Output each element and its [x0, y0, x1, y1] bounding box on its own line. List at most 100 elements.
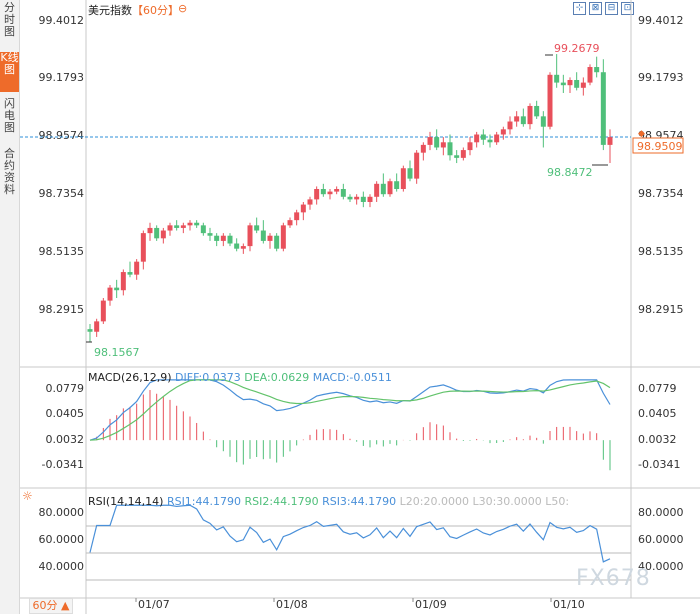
y-tick: 0.0405	[638, 407, 677, 420]
rsi1-value: RSI1:44.1790	[166, 495, 241, 508]
tab-label: 分时图	[4, 1, 15, 38]
collapse-icon[interactable]: ⊖	[178, 2, 188, 15]
y-tick: 60.0000	[638, 533, 684, 546]
period-label: 【60分】	[132, 4, 179, 17]
candle-body	[394, 181, 400, 190]
candle-body	[454, 155, 460, 158]
current-price-label: 98.9509	[637, 140, 683, 153]
candle-body	[347, 196, 353, 200]
y-tick: -0.0341	[42, 458, 84, 471]
candle-body	[247, 225, 253, 247]
y-tick: 98.7354	[638, 187, 684, 200]
tab-time-chart[interactable]: 分时图	[0, 2, 19, 42]
candlestick-series	[87, 54, 613, 343]
candle-body	[287, 220, 293, 226]
candle-body	[500, 129, 506, 135]
x-axis: 01/07 01/08 01/09 01/10	[135, 598, 585, 611]
candle-body	[260, 230, 266, 241]
candle-body	[320, 189, 326, 195]
rsi-legend: RSI(14,14,14) RSI1:44.1790 RSI2:44.1790 …	[88, 495, 569, 508]
candle-body	[147, 227, 153, 234]
tab-flash-chart[interactable]: 闪电图	[0, 98, 19, 138]
candle-body	[507, 121, 513, 130]
zoom-out-icon[interactable]: ⊟	[605, 2, 618, 15]
candle-body	[574, 80, 580, 88]
l30-value: L30:30.0000	[472, 495, 542, 508]
instrument-name: 美元指数	[88, 4, 132, 17]
candle-body	[514, 116, 520, 122]
x-tick: 01/10	[553, 598, 585, 611]
rsi-title: RSI(14,14,14)	[88, 495, 164, 508]
candle-body	[194, 222, 200, 226]
candle-body	[580, 82, 586, 88]
tab-contract-info[interactable]: 合约资料	[0, 148, 19, 202]
l20-value: L20:20.0000	[399, 495, 469, 508]
candle-body	[387, 181, 393, 195]
y-tick: 98.2915	[638, 303, 684, 316]
x-tick: 01/07	[138, 598, 170, 611]
candle-body	[180, 225, 186, 228]
candle-body	[360, 196, 366, 202]
macd-diff-line	[89, 379, 611, 441]
rsi2-value: RSI2:44.1790	[244, 495, 319, 508]
y-tick: 80.0000	[39, 506, 85, 519]
macd-histogram	[96, 389, 611, 471]
candle-body	[220, 235, 226, 241]
candle-body	[467, 142, 473, 151]
crosshair-icon[interactable]: ⊹	[573, 2, 586, 15]
candle-body	[127, 272, 133, 275]
rsi-y-ticks-right: 80.0000 60.0000 40.0000	[638, 506, 684, 573]
price-y-ticks-right: 99.4012 99.1793 98.9574 98.7354 98.5135 …	[638, 14, 684, 316]
y-tick: 40.0000	[39, 560, 85, 573]
candle-body	[300, 204, 306, 213]
macd-macd-value: MACD:-0.0511	[312, 371, 392, 384]
macd-dea-line	[89, 379, 611, 441]
candle-body	[107, 287, 113, 301]
y-tick: 60.0000	[39, 533, 85, 546]
price-y-ticks-left: 99.4012 99.1793 98.9574 98.7354 98.5135 …	[39, 14, 85, 316]
rsi-y-ticks-left: 80.0000 60.0000 40.0000	[39, 506, 85, 573]
candle-body	[554, 74, 560, 83]
macd-dea-value: DEA:0.0629	[244, 371, 310, 384]
period-select[interactable]: 60分 ▲	[29, 598, 73, 614]
zoom-in-icon[interactable]: ⊠	[589, 2, 602, 15]
candle-body	[487, 139, 493, 143]
candle-body	[114, 287, 120, 291]
candle-body	[234, 243, 240, 249]
candle-body	[434, 137, 440, 148]
y-tick: 99.1793	[39, 71, 85, 84]
candle-body	[607, 137, 613, 145]
x-tick: 01/08	[276, 598, 308, 611]
candle-body	[407, 168, 413, 179]
settings-icon[interactable]: ☼	[22, 489, 33, 503]
y-tick: 40.0000	[638, 560, 684, 573]
y-tick: 98.9574	[39, 129, 85, 142]
fullscreen-icon[interactable]: ⊡	[621, 2, 634, 15]
candle-body	[427, 137, 433, 145]
watermark-logo: FX678	[576, 566, 651, 591]
candle-body	[494, 134, 500, 143]
macd-diff-value: DIFF:0.0373	[175, 371, 241, 384]
candle-body	[94, 321, 100, 332]
candle-body	[420, 144, 426, 153]
candle-body	[540, 116, 546, 127]
tab-label: K线图	[0, 51, 19, 76]
y-tick: 0.0032	[638, 433, 677, 446]
current-price-box	[632, 137, 684, 154]
tab-kline-chart[interactable]: K线图	[0, 52, 19, 92]
candle-body	[154, 227, 160, 239]
candle-body	[100, 300, 106, 322]
y-tick: 98.2915	[39, 303, 85, 316]
candle-body	[547, 74, 553, 127]
y-tick: 0.0779	[638, 382, 677, 395]
y-tick: 98.5135	[39, 245, 85, 258]
y-tick: -0.0341	[638, 458, 680, 471]
period-low-label: 98.1567	[94, 346, 140, 359]
y-tick: 99.1793	[638, 71, 684, 84]
candle-body	[380, 183, 386, 195]
y-tick: 98.7354	[39, 187, 85, 200]
tab-label: 合约资料	[4, 147, 15, 196]
candle-body	[334, 189, 340, 192]
y-tick: 0.0032	[46, 433, 85, 446]
